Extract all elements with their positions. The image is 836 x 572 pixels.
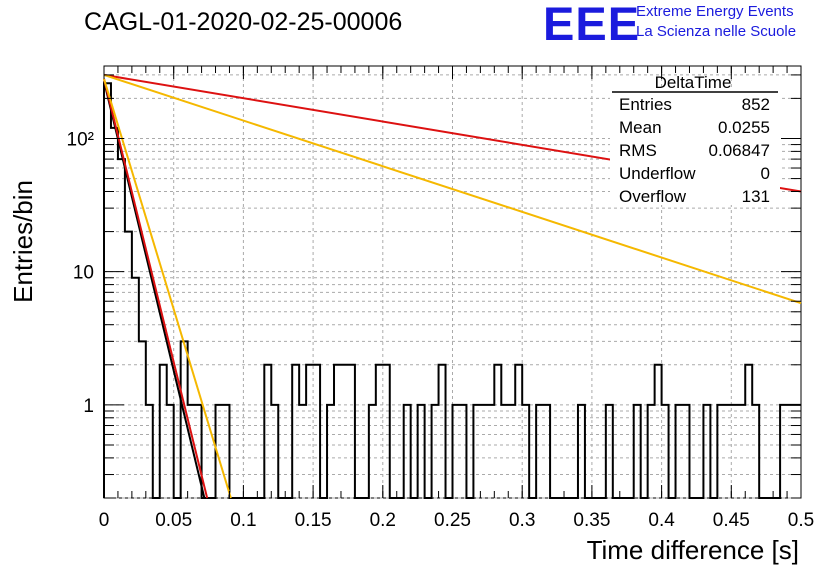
axis-ticks: 0 0.05 0.1 0.15 0.2 0.25 0.3 0.35 0.4 0.45 0.5 1 10 1… xyxy=(67,66,814,531)
x-tick-label: 0 xyxy=(99,510,110,531)
histogram-bin xyxy=(453,405,460,498)
histogram-bin xyxy=(327,405,334,498)
histogram-bin xyxy=(118,159,125,498)
histogram-bin xyxy=(404,405,411,498)
stats-overflow-label: Overflow xyxy=(619,187,687,206)
stats-box-background xyxy=(610,90,780,205)
histogram-bin xyxy=(662,405,669,498)
histogram-bin xyxy=(752,405,759,498)
histogram-bin xyxy=(724,405,731,498)
x-tick-label: 0.5 xyxy=(788,510,814,531)
eee-logo: EEE xyxy=(543,0,641,50)
histogram-outline xyxy=(103,82,801,499)
histogram-bin xyxy=(703,405,710,498)
histogram-bin xyxy=(306,365,313,498)
histogram-bin xyxy=(738,405,745,498)
x-tick-label: 0.35 xyxy=(573,510,610,531)
histogram-bin xyxy=(104,83,111,498)
histogram-bin xyxy=(167,405,174,498)
x-tick-label: 0.1 xyxy=(230,510,256,531)
histogram-bin xyxy=(334,365,341,498)
histogram-bin xyxy=(376,365,383,498)
x-axis-title: Time difference [s] xyxy=(587,535,799,565)
stats-mean-value: 0.0255 xyxy=(718,118,770,137)
histogram-bin xyxy=(494,365,501,498)
histogram-bin xyxy=(648,405,655,498)
histogram-bin xyxy=(146,405,153,498)
stats-mean-label: Mean xyxy=(619,118,662,137)
stats-overflow-value: 131 xyxy=(742,187,770,206)
stats-box: DeltaTime Entries 852 Mean 0.0255 RMS 0.… xyxy=(610,73,780,206)
y-tick-label: 10² xyxy=(67,129,94,150)
eee-logo-line2: La Scienza nelle Scuole xyxy=(636,23,797,40)
histogram-bin xyxy=(271,405,278,498)
x-tick-label: 0.45 xyxy=(713,510,750,531)
histogram-bin xyxy=(676,405,683,498)
histogram-bin xyxy=(369,405,376,498)
stats-underflow-label: Underflow xyxy=(619,164,696,183)
stats-title: DeltaTime xyxy=(655,73,732,92)
stats-underflow-value: 0 xyxy=(761,164,770,183)
stats-rms-value: 0.06847 xyxy=(709,141,770,160)
histogram-bin xyxy=(508,405,515,498)
y-axis-title: Entries/bin xyxy=(8,180,38,303)
histogram-bin xyxy=(787,405,794,498)
x-tick-label: 0.15 xyxy=(295,510,332,531)
x-tick-label: 0.05 xyxy=(155,510,192,531)
histogram-bin xyxy=(480,405,487,498)
y-tick-label: 1 xyxy=(83,396,94,417)
histogram-bin xyxy=(264,365,271,498)
histogram-bin xyxy=(683,405,690,498)
histogram-bin xyxy=(522,405,529,498)
histogram-bin xyxy=(606,405,613,498)
histogram-bin xyxy=(780,405,787,498)
histogram-bin xyxy=(717,405,724,498)
fit-line-2 xyxy=(103,78,209,499)
run-title: CAGL-01-2020-02-25-00006 xyxy=(84,8,403,36)
histogram-bin xyxy=(313,365,320,498)
histogram-bin xyxy=(383,365,390,498)
fit-line-5 xyxy=(103,73,802,305)
histogram-bin xyxy=(111,128,118,498)
x-tick-label: 0.25 xyxy=(434,510,471,531)
histogram-bin xyxy=(515,365,522,498)
fit-line-3 xyxy=(103,78,232,499)
stats-entries-label: Entries xyxy=(619,95,672,114)
histogram-bin xyxy=(292,365,299,498)
histogram-bin xyxy=(794,405,801,498)
x-tick-label: 0.2 xyxy=(370,510,396,531)
histogram-bin xyxy=(745,365,752,498)
histogram-bin xyxy=(341,365,348,498)
histogram-bin xyxy=(634,405,641,498)
y-tick-label: 10 xyxy=(73,263,94,284)
histogram-bin xyxy=(432,405,439,498)
histogram-bin xyxy=(132,278,139,498)
histogram-bin xyxy=(655,365,662,498)
histogram-bin xyxy=(439,365,446,498)
stats-rms-label: RMS xyxy=(619,141,657,160)
histogram-bin xyxy=(487,405,494,498)
histogram-bin xyxy=(501,405,508,498)
histogram-bin xyxy=(299,405,306,498)
histogram-bin xyxy=(543,405,550,498)
histogram-bin xyxy=(731,405,738,498)
histogram-bin xyxy=(578,405,585,498)
histogram-bin xyxy=(473,405,480,498)
x-tick-label: 0.4 xyxy=(648,510,675,531)
histogram-bin xyxy=(348,365,355,498)
x-tick-label: 0.3 xyxy=(509,510,535,531)
histogram-bin xyxy=(459,405,466,498)
histogram-bin xyxy=(536,405,543,498)
histogram-bin xyxy=(418,405,425,498)
eee-logo-line1: Extreme Energy Events xyxy=(636,3,794,20)
histogram-bin xyxy=(160,365,167,498)
histogram-layer xyxy=(103,82,801,499)
stats-entries-value: 852 xyxy=(742,95,770,114)
